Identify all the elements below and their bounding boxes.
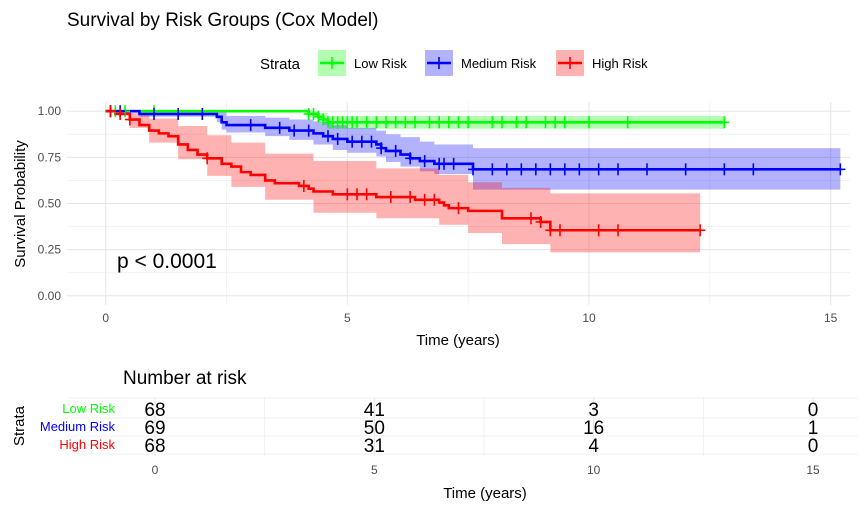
legend-item-medium-risk: Medium Risk (425, 50, 537, 76)
risk-count: 0 (808, 436, 819, 457)
risk-count: 69 (144, 418, 165, 439)
risk-count: 31 (364, 436, 385, 457)
risk-row-label: Medium Risk (40, 419, 116, 434)
survival-line-high-risk (105, 109, 701, 232)
legend-label-low-risk: Low Risk (354, 56, 407, 71)
ci-band-high-risk (105, 111, 701, 253)
risk-row-label: High Risk (59, 437, 115, 452)
risk-x-tick-label: 15 (806, 463, 820, 477)
p-value-annotation: p < 0.0001 (117, 250, 217, 273)
risk-count: 41 (364, 400, 385, 421)
y-axis-label: Survival Probability (12, 140, 29, 268)
chart-title: Survival by Risk Groups (Cox Model) (67, 10, 378, 31)
risk-count: 16 (583, 418, 604, 439)
legend-item-high-risk: High Risk (556, 50, 648, 76)
censor-marks (105, 105, 846, 237)
risk-x-tick-label: 5 (371, 463, 378, 477)
legend-label-medium-risk: Medium Risk (461, 56, 537, 71)
risk-count: 3 (588, 400, 599, 421)
y-tick-label: 1.00 (38, 104, 62, 118)
legend-title: Strata (260, 56, 301, 73)
risk-x-tick-label: 0 (152, 463, 159, 477)
risk-count: 68 (144, 436, 165, 457)
y-tick-label: 0.50 (38, 197, 62, 211)
confidence-bands (105, 111, 841, 253)
risk-x-tick-label: 10 (587, 463, 601, 477)
legend-item-low-risk: Low Risk (318, 50, 407, 76)
legend: Strata Low Risk Medium Risk High Risk (260, 50, 648, 76)
risk-y-axis-label: Strata (11, 405, 28, 446)
risk-count: 50 (364, 418, 385, 439)
legend-label-high-risk: High Risk (592, 56, 648, 71)
risk-row-low-risk: Low Risk 68 41 3 0 (62, 400, 818, 421)
risk-row-label: Low Risk (62, 401, 115, 416)
x-axis-label: Time (years) (416, 332, 500, 349)
risk-count: 4 (588, 436, 599, 457)
x-tick-labels: 0 5 10 15 (102, 311, 837, 325)
x-tick-label: 10 (582, 311, 596, 325)
y-tick-labels: 0.00 0.25 0.50 0.75 1.00 (38, 104, 62, 303)
x-tick-label: 0 (102, 311, 109, 325)
risk-count: 1 (808, 418, 819, 439)
risk-row-high-risk: High Risk 68 31 4 0 (59, 436, 818, 457)
risk-count: 68 (144, 400, 165, 421)
y-tick-label: 0.00 (38, 289, 62, 303)
risk-count: 0 (808, 400, 819, 421)
risk-table-grid (67, 397, 858, 456)
x-tick-label: 5 (344, 311, 351, 325)
y-tick-label: 0.75 (38, 150, 62, 164)
risk-row-medium-risk: Medium Risk 69 50 16 1 (40, 418, 818, 439)
risk-x-axis-label: Time (years) (443, 485, 527, 502)
x-tick-label: 15 (824, 311, 838, 325)
risk-x-tick-labels: 0 5 10 15 (152, 463, 820, 477)
y-tick-label: 0.25 (38, 243, 62, 257)
risk-table-title: Number at risk (123, 368, 247, 389)
